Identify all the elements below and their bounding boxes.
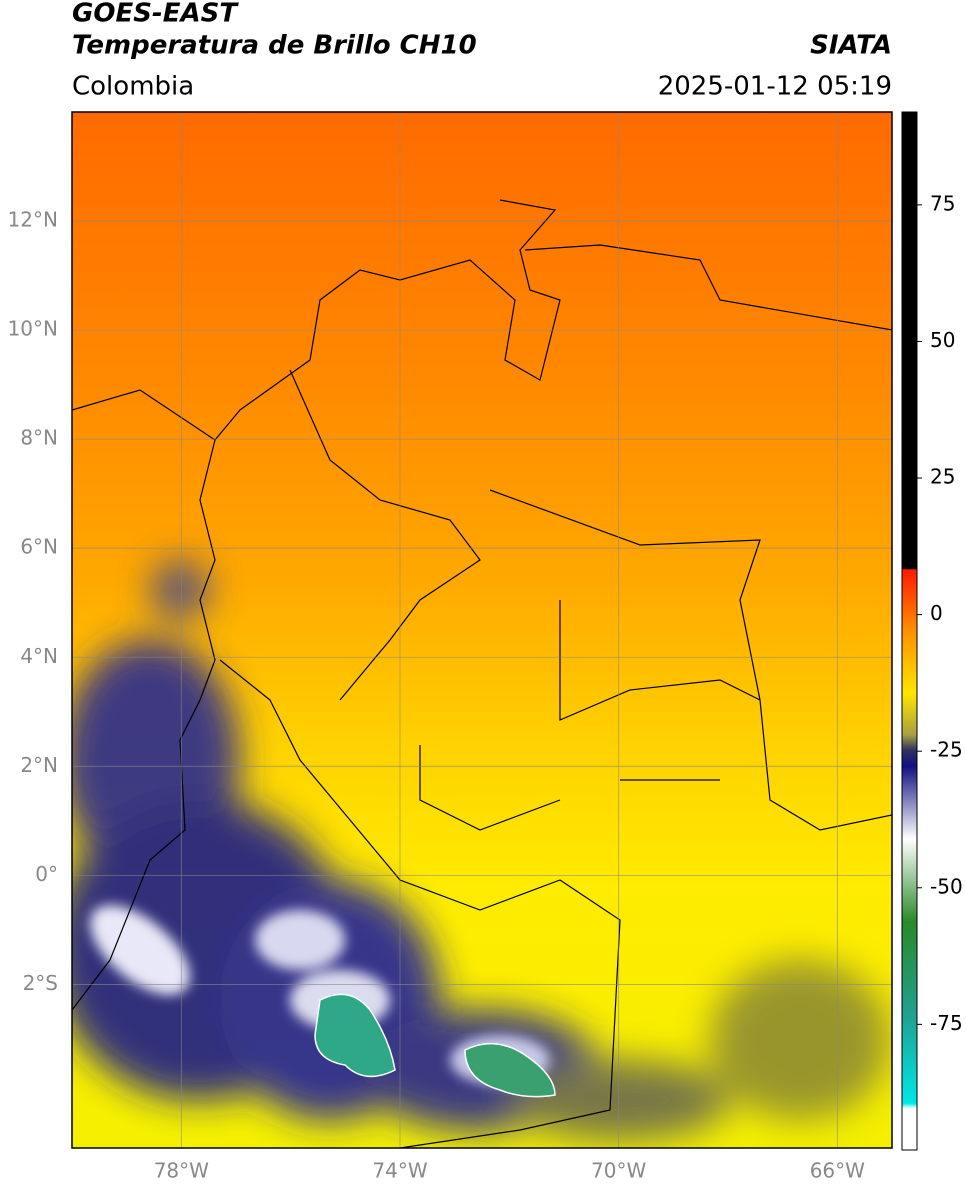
colorbar: [901, 111, 918, 1151]
map-image: [72, 112, 892, 1148]
colorbar-tick-label: 0: [930, 601, 943, 625]
colorbar-tick-label: -75: [930, 1011, 963, 1035]
lat-tick-label: 8°N: [20, 426, 58, 450]
lat-tick-label: 10°N: [8, 317, 58, 341]
colorbar-tick-label: 50: [930, 328, 955, 352]
lon-tick-label: 66°W: [810, 1159, 865, 1183]
colorbar-tick-label: 25: [930, 465, 955, 489]
lon-tick-label: 78°W: [154, 1159, 209, 1183]
lon-tick-label: 70°W: [591, 1159, 646, 1183]
source: SIATA: [810, 31, 892, 61]
lon-tick-label: 74°W: [372, 1159, 427, 1183]
lat-tick-label: 6°N: [20, 535, 58, 559]
colorbar-tick-label: -50: [930, 874, 963, 898]
title: GOES-EAST: [72, 0, 239, 29]
colorbar-tick-label: 75: [930, 191, 955, 215]
colorbar-tick-label: -25: [930, 738, 963, 762]
subtitle: Temperatura de Brillo CH10: [72, 31, 477, 61]
map-frame: [71, 111, 893, 1149]
region: Colombia: [72, 72, 194, 102]
lat-tick-label: 2°N: [20, 753, 58, 777]
lat-tick-label: 0°: [35, 862, 58, 886]
datetime: 2025-01-12 05:19: [658, 72, 892, 102]
lat-tick-label: 2°S: [23, 971, 58, 995]
lat-tick-label: 4°N: [20, 644, 58, 668]
lat-tick-label: 12°N: [8, 208, 58, 232]
